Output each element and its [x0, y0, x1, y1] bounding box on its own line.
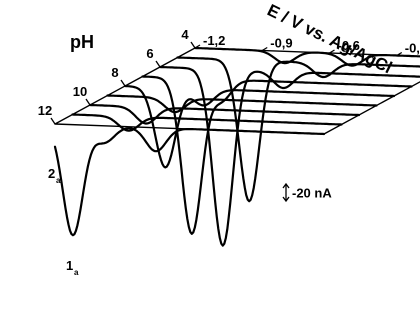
- voltammogram-ph-12: [53, 127, 326, 237]
- ph-tick-mark: [85, 98, 91, 106]
- scale-bar-arrow-down: [282, 196, 290, 203]
- potential-tick-label: -0,6: [338, 38, 360, 53]
- voltammogram-ph-7: [141, 75, 413, 235]
- potential-tick-label: -1,2: [203, 33, 225, 48]
- voltammogram-ph-10: [88, 103, 361, 125]
- scale-bar-label: -20 nA: [292, 186, 332, 201]
- voltammogram-ph-8: [123, 84, 396, 169]
- ph-tick-label: 10: [73, 84, 87, 99]
- current-scale-bar: -20 nA: [282, 182, 332, 203]
- voltammogram-ph-4: [193, 46, 420, 67]
- voltammogram-ph-11: [71, 113, 343, 132]
- potential-tick-mark: [261, 46, 268, 52]
- peak-label-subscript: a: [56, 176, 61, 185]
- potential-tick-label: -0,3: [405, 41, 420, 56]
- peak-label-main: 1: [66, 258, 73, 273]
- peak-label-main: 2: [48, 166, 55, 181]
- ph-tick-label: 12: [38, 103, 52, 118]
- ph-tick-mark: [120, 79, 126, 87]
- peak-label-subscript: a: [74, 268, 79, 277]
- scale-bar-arrow-up: [282, 182, 290, 189]
- ph-tick-mark: [190, 41, 196, 49]
- ph-tick-label: 6: [146, 46, 153, 61]
- ph-axis-title: pH: [70, 32, 94, 52]
- potential-tick-mark: [396, 51, 403, 57]
- peak-labels: 2 a1 a: [48, 166, 79, 277]
- voltammogram-ph-5: [176, 56, 420, 203]
- ph-tick-label: 4: [181, 27, 189, 42]
- voltammogram-ph-9: [106, 94, 378, 114]
- ph-tick-mark: [50, 117, 56, 125]
- voltammogram-ph-6: [158, 65, 420, 247]
- potential-tick-label: -0,9: [270, 36, 292, 51]
- potential-tick-mark: [194, 44, 201, 49]
- ph-tick-label: 8: [111, 65, 118, 80]
- ph-tick-mark: [155, 60, 161, 68]
- potential-tick-mark: [329, 49, 335, 54]
- voltammogram-traces: [53, 46, 420, 247]
